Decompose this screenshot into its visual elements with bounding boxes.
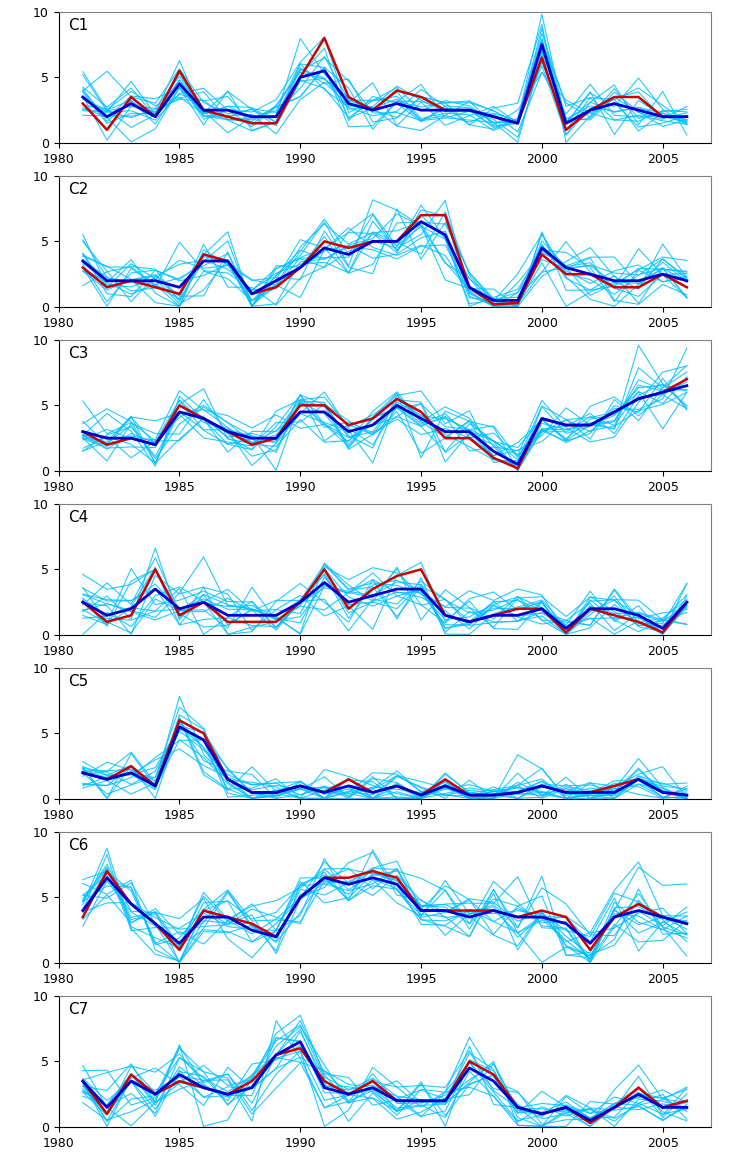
Text: C6: C6	[68, 838, 89, 853]
Text: C3: C3	[68, 346, 89, 362]
Text: C2: C2	[68, 182, 89, 197]
Text: C5: C5	[68, 674, 89, 689]
Text: C4: C4	[68, 511, 89, 525]
Text: C1: C1	[68, 19, 89, 33]
Text: C7: C7	[68, 1003, 89, 1018]
